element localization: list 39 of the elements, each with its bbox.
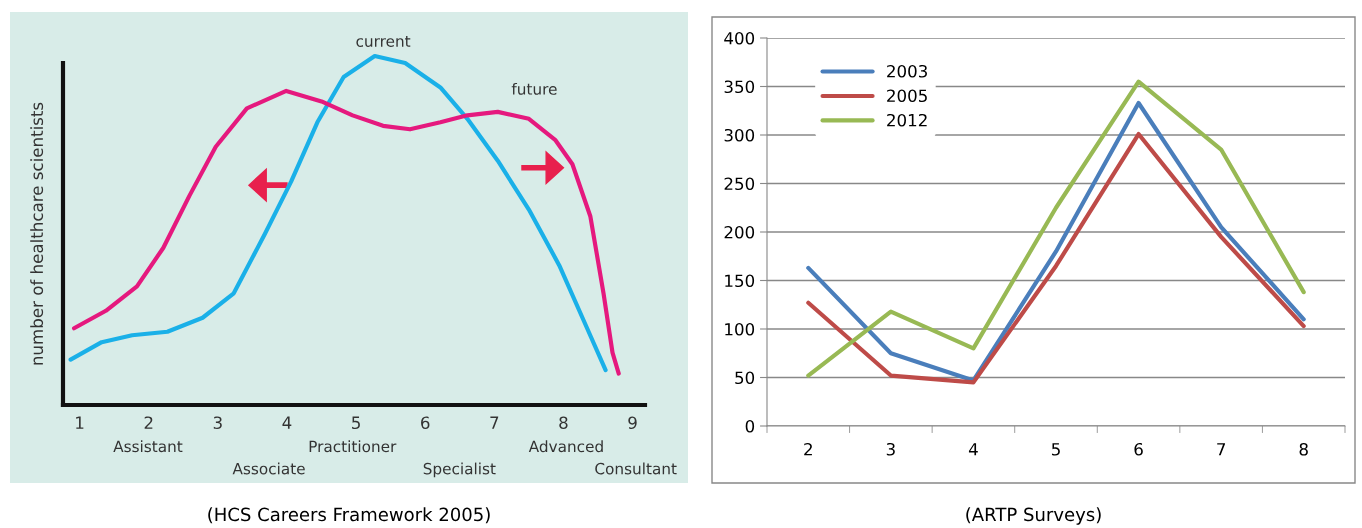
legend-label: 2012 bbox=[887, 113, 927, 127]
x-tick-label: 8 bbox=[559, 416, 568, 430]
x-tick-label: 5 bbox=[1051, 443, 1060, 456]
legend-label: 2003 bbox=[887, 64, 927, 78]
text: Assistant bbox=[113, 440, 183, 453]
x-tick-label: 2 bbox=[144, 416, 153, 429]
x-tick-label: 1 bbox=[76, 416, 84, 429]
x-tick-label: 4 bbox=[282, 416, 292, 429]
y-tick-label: 300 bbox=[724, 128, 755, 142]
text: (HCS Careers Framework 2005) bbox=[208, 507, 490, 524]
text: Advanced bbox=[528, 440, 603, 453]
text: Specialist bbox=[423, 462, 496, 478]
x-tick-label: 3 bbox=[213, 416, 222, 430]
x-tick-label: 2 bbox=[804, 442, 812, 456]
x-tick-label: 7 bbox=[1217, 443, 1226, 456]
text: current bbox=[356, 35, 411, 47]
x-tick-label: 3 bbox=[886, 442, 895, 456]
text: Associate bbox=[232, 462, 305, 475]
text: (ARTP Surveys) bbox=[966, 507, 1101, 525]
x-tick-label: 8 bbox=[1299, 442, 1308, 456]
x-tick-label: 9 bbox=[628, 416, 637, 430]
x-tick-label: 6 bbox=[1134, 442, 1143, 456]
y-tick-label: 50 bbox=[735, 371, 755, 385]
x-tick-label: 7 bbox=[490, 416, 499, 429]
x-tick-label: 6 bbox=[421, 416, 430, 430]
y-tick-label: 200 bbox=[724, 225, 755, 239]
x-tick-label: 4 bbox=[968, 443, 978, 456]
y-tick-label: 250 bbox=[724, 177, 755, 191]
legend-label: 2005 bbox=[887, 89, 927, 103]
y-axis-title: number of healthcare scientists bbox=[30, 102, 44, 365]
y-tick-label: 350 bbox=[724, 80, 755, 94]
x-tick-label: 5 bbox=[352, 416, 360, 430]
y-tick-label: 400 bbox=[724, 31, 755, 45]
y-tick-label: 0 bbox=[745, 419, 755, 433]
text: Consultant bbox=[595, 462, 677, 475]
text: Practitioner bbox=[309, 440, 397, 453]
y-tick-label: 100 bbox=[725, 322, 755, 336]
y-tick-label: 150 bbox=[725, 274, 755, 288]
annotation: future bbox=[511, 82, 557, 95]
